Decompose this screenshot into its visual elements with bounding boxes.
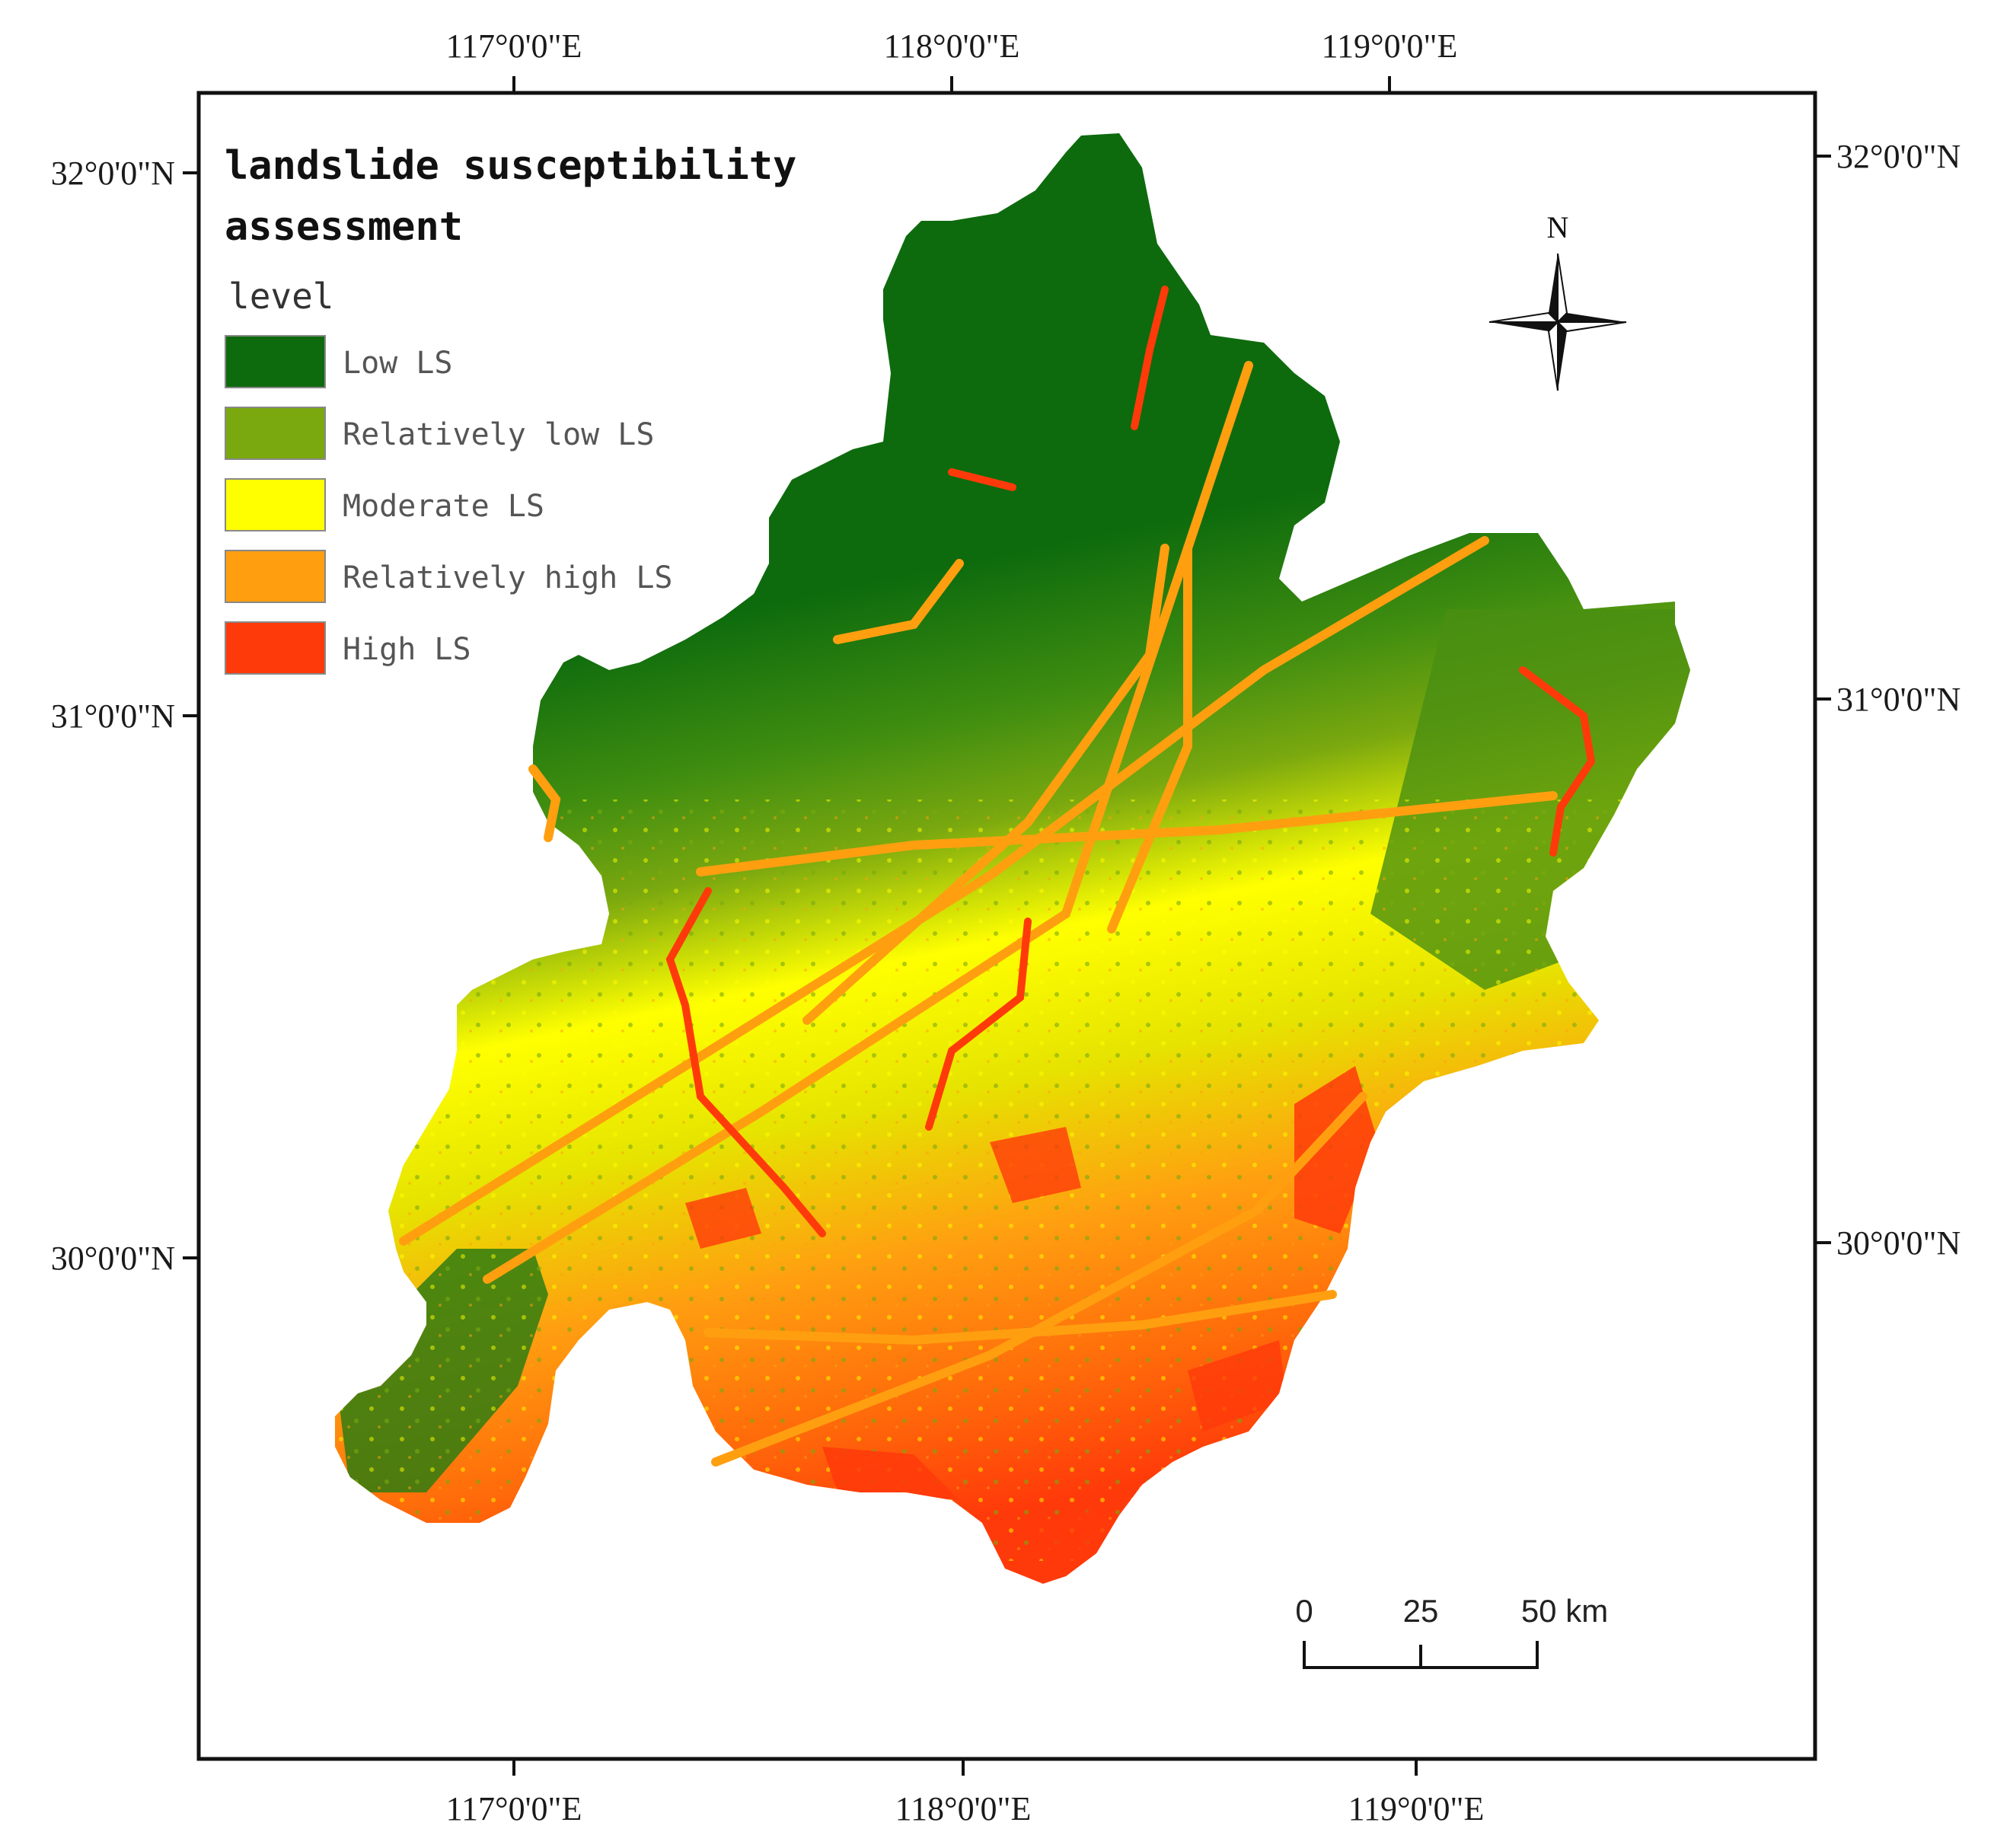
bottom-lon-label-1: 117°0'0"E: [446, 1790, 582, 1827]
legend-swatch-relatively-low: [225, 407, 326, 460]
north-arrow: N: [1488, 210, 1627, 391]
right-axis: 32°0'0"N 31°0'0"N 30°0'0"N: [1815, 138, 1961, 1262]
scale-label-25: 25: [1403, 1593, 1439, 1629]
bottom-lon-label-2: 118°0'0"E: [895, 1790, 1032, 1827]
legend-swatch-high: [225, 621, 326, 675]
legend-label-low: Low LS: [343, 346, 453, 381]
legend-swatch-low: [225, 335, 326, 388]
bottom-axis: 117°0'0"E 118°0'0"E 119°0'0"E: [446, 1759, 1485, 1827]
legend-swatch-relatively-high: [225, 550, 326, 603]
map-frame: [196, 91, 1817, 1761]
right-lat-label-2: 31°0'0"N: [1836, 681, 1961, 718]
compass-rose-icon: [1488, 253, 1627, 391]
high-ls-lines: [665, 286, 1596, 1237]
legend-label-relatively-low: Relatively low LS: [343, 417, 654, 452]
linear-features: [399, 361, 1558, 1467]
right-lat-label-1: 32°0'0"N: [1836, 138, 1961, 175]
legend-label-high: High LS: [343, 632, 471, 667]
scale-bar: 0 25 50 km: [1295, 1593, 1608, 1669]
left-lat-label-3: 30°0'0"N: [51, 1240, 175, 1277]
top-axis: 117°0'0"E 118°0'0"E 119°0'0"E: [446, 27, 1458, 93]
scale-label-50: 50 km: [1521, 1593, 1608, 1629]
legend-label-moderate: Moderate LS: [343, 489, 544, 524]
legend: landslide susceptibility assessment leve…: [225, 143, 796, 675]
scale-label-0: 0: [1295, 1593, 1313, 1629]
legend-swatch-moderate: [225, 478, 326, 531]
top-lon-label-2: 118°0'0"E: [884, 27, 1020, 65]
right-lat-label-3: 30°0'0"N: [1836, 1224, 1961, 1262]
top-lon-label-3: 119°0'0"E: [1322, 27, 1458, 65]
left-lat-label-2: 31°0'0"N: [51, 697, 175, 735]
legend-label-relatively-high: Relatively high LS: [343, 560, 672, 595]
bottom-lon-label-3: 119°0'0"E: [1348, 1790, 1485, 1827]
map-title-line1: landslide susceptibility: [225, 143, 796, 189]
legend-title: level: [228, 276, 333, 317]
map-title-line2: assessment: [225, 204, 463, 250]
left-lat-label-1: 32°0'0"N: [51, 155, 175, 192]
left-axis: 32°0'0"N 31°0'0"N 30°0'0"N: [51, 155, 199, 1277]
north-label: N: [1547, 210, 1569, 244]
top-lon-label-1: 117°0'0"E: [446, 27, 582, 65]
